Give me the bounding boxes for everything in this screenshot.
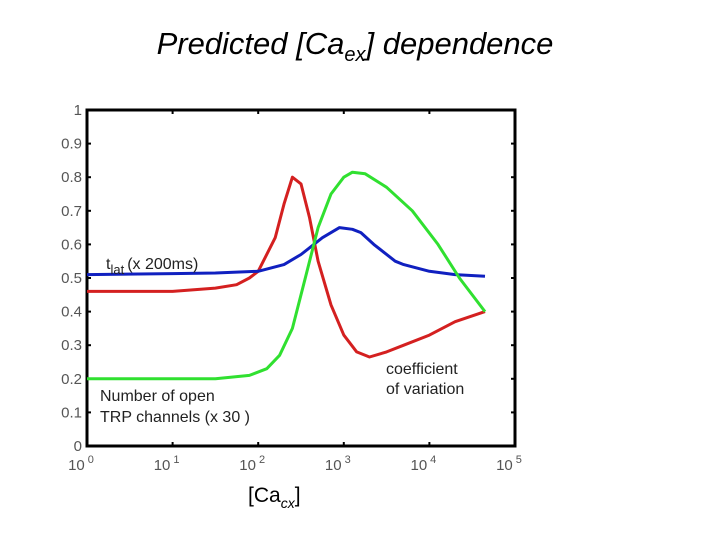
- y-tick-label: 0.7: [61, 203, 82, 220]
- title-end: ] dependence: [365, 26, 554, 61]
- y-tick-label: 0: [74, 438, 82, 455]
- trp-label-line2: TRP channels (x 30 ): [100, 409, 250, 426]
- y-tick-label: 0.3: [61, 337, 82, 354]
- series-line-1: [86, 226, 486, 278]
- title-sub: ex: [344, 44, 366, 67]
- y-tick-label: 0.9: [61, 136, 82, 153]
- y-tick-label: 1: [74, 102, 82, 119]
- x-tick-label: 10 1: [154, 454, 180, 474]
- y-tick-label: 0.4: [61, 304, 82, 321]
- x-tick-label: 10 4: [410, 454, 436, 474]
- y-tick-label: 0.5: [61, 270, 82, 287]
- x-axis-label: [Cacx]: [248, 484, 301, 511]
- x-tick-label: 10 3: [325, 454, 351, 474]
- series-line-2: [87, 170, 487, 381]
- series-line-0: [87, 175, 486, 359]
- title-main: Predicted [Ca: [156, 26, 345, 61]
- y-tick-label: 0.2: [61, 371, 82, 388]
- x-tick-label: 10 2: [239, 454, 265, 474]
- slide-title: Predicted [Caex] dependence: [0, 26, 710, 67]
- y-tick-label: 0.6: [61, 236, 82, 253]
- trp-label-line1: Number of open: [100, 388, 215, 405]
- x-tick-label: 10 5: [496, 454, 522, 474]
- cv-label-line1: coefficient: [386, 361, 458, 378]
- y-tick-label: 0.1: [61, 404, 82, 421]
- cv-label-line2: of variation: [386, 381, 464, 398]
- y-tick-label: 0.8: [61, 169, 82, 186]
- x-tick-label: 10 0: [68, 454, 94, 474]
- tlat-label: tlat (x 200ms): [106, 256, 198, 277]
